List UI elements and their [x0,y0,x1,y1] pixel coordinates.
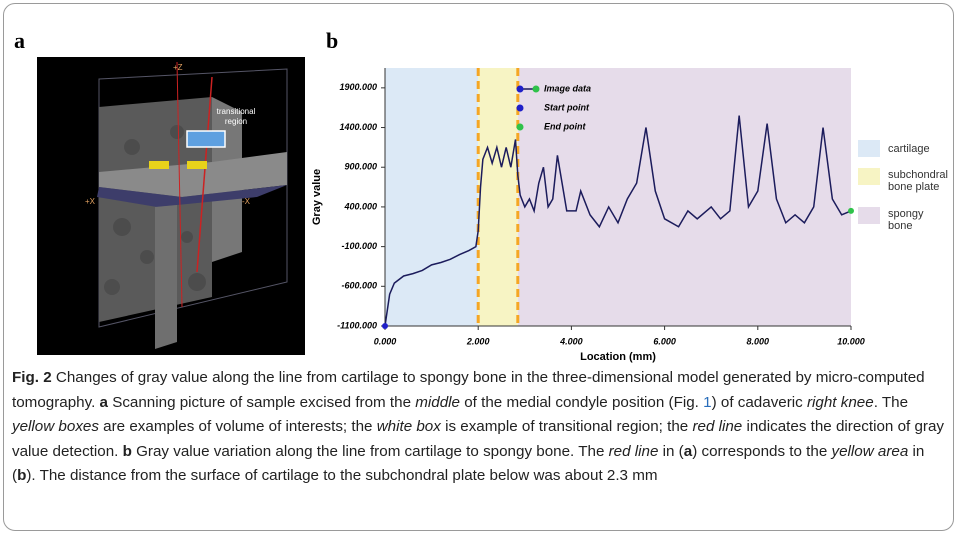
caption-text: of the medial condyle position (Fig. [460,393,704,411]
legend-swatch [858,168,880,185]
yellow-box [187,161,207,169]
y-axis-label: Gray value [311,169,323,225]
caption-text: Scanning picture of sample excised from … [107,393,416,411]
figure-frame [3,3,954,531]
panel-label: a [14,28,25,53]
caption-text: in ( [658,442,684,460]
region [385,68,479,326]
legend-label: spongy bone [888,208,924,232]
y-tick-label: 400.000 [343,201,377,211]
caption-text: is example of transitional region; the [440,418,693,435]
legend-swatch [858,207,880,224]
axis-label: -X [242,197,250,206]
legend-label: Image data [544,83,591,93]
ct-drawing [97,61,288,349]
point-marker [382,323,388,329]
caption-text: a [683,442,693,460]
slice-edge [97,185,287,207]
legend-dot [516,85,524,93]
texture [104,125,206,295]
legend-label: subchondral bone plate [888,169,948,193]
slice [155,205,177,349]
legend-label: cartilage [888,143,930,155]
caption-text: yellow area [831,442,909,460]
chart: 1900.000 1400.000 900.000 400.000 -100.000 -6… [311,68,865,363]
legend-dot [516,104,524,112]
axis-label: +X [85,197,96,206]
figure-link[interactable]: 1 [703,393,712,411]
slice-top [99,152,287,197]
axis-label: +Z [173,63,183,72]
caption-text: middle [415,393,460,411]
caption-text: ) of cadaveric [711,393,807,411]
x-tick-label: 8.000 [747,336,770,346]
y-tick-label: 1400.000 [339,122,377,132]
legend-dot [532,85,540,93]
x-axis-label: Location (mm) [580,351,656,363]
legend-dot [516,123,524,131]
red-line [176,61,183,308]
yellow-box [149,161,169,169]
caption-text: are examples of volume of interests; the [98,418,377,435]
caption-text: in ( [12,442,925,485]
region [517,68,851,326]
panel-label: b [326,28,339,53]
x-tick-label: 2.000 [466,336,490,346]
caption-text: red line [692,418,743,435]
x-tick-label: 6.000 [653,336,676,346]
legend-label: End point [544,121,586,131]
caption-text: right knee [806,393,874,411]
caption-text: a [99,393,108,411]
white-box [186,130,226,148]
caption-text: ). The distance from the surface of cart… [26,467,658,484]
caption-text: indicates the direction of gray value de… [12,418,945,460]
caption-text: b [17,467,27,484]
caption: Fig. 2 Changes of gray value along the l… [12,366,947,489]
caption-text: Changes of gray value along the line fro… [12,369,925,411]
y-tick-label: -600.000 [341,281,377,291]
x-tick-label: 4.000 [559,336,583,346]
legend-label: Start point [544,102,590,112]
legend-swatch [858,140,880,157]
x-tick-label: 0.000 [374,336,397,346]
caption-text: ) corresponds to the [692,442,832,460]
caption-text: Fig. 2 [12,369,52,386]
y-tick-label: -1100.000 [337,320,377,330]
data-line [384,115,852,327]
x-tick-label: 10.000 [837,336,865,346]
red-line [196,76,213,273]
y-tick-label: 900.000 [344,162,377,172]
caption-text: white box [376,418,441,435]
y-tick-label: 1900.000 [339,82,377,92]
region [478,68,518,326]
caption-text: b [122,442,132,460]
caption-text: red line [608,442,659,460]
y-tick-label: -100.000 [341,241,377,251]
caption-text: Gray value variation along the line from… [131,442,609,460]
annotation: transitional region [216,107,256,126]
point-marker [848,207,854,214]
ct-image: +Z transitional region +X -X [37,57,305,355]
caption-text: yellow boxes [12,418,99,435]
caption-text: . The [873,393,909,411]
